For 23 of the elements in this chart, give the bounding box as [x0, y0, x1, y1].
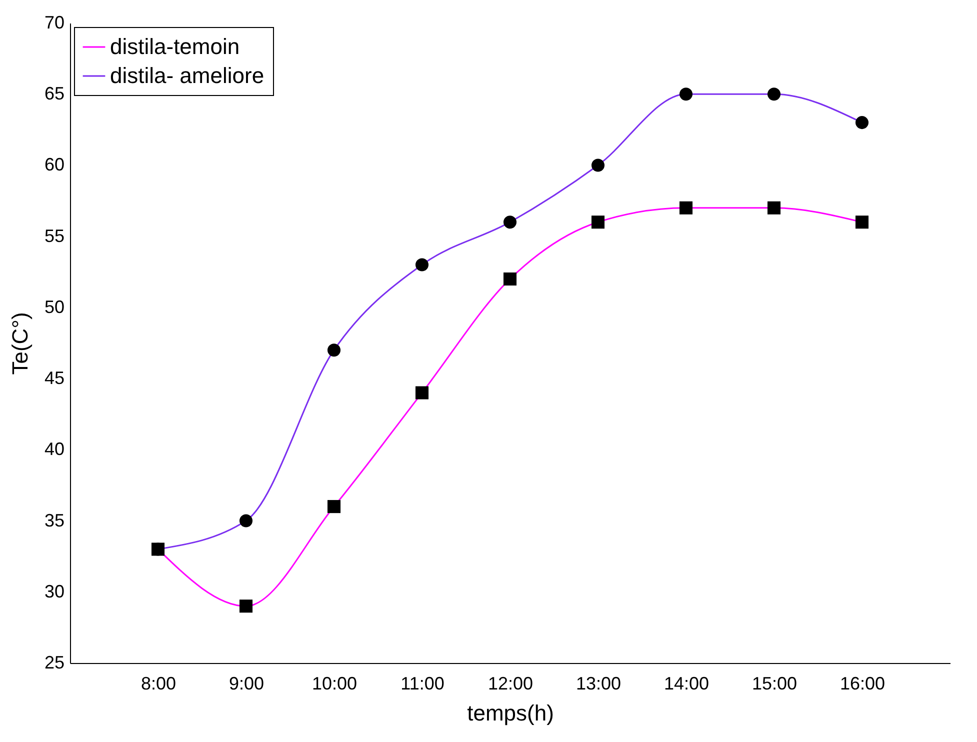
y-tick-label: 25 [44, 652, 64, 672]
legend-label: distila- ameliore [110, 63, 264, 88]
x-tick-label: 13:00 [576, 674, 622, 694]
x-tick-label: 11:00 [400, 674, 444, 694]
y-tick-label: 35 [44, 510, 64, 530]
y-tick-label: 65 [44, 84, 64, 104]
x-tick-label: 12:00 [488, 674, 534, 694]
x-tick-label: 10:00 [312, 674, 358, 694]
y-tick-label: 40 [44, 439, 64, 460]
y-tick-label: 70 [44, 12, 64, 32]
x-tick-label: 16:00 [840, 674, 886, 694]
legend-label: distila-temoin [110, 34, 240, 59]
y-tick-label: 55 [44, 226, 64, 246]
y-axis-title: Te(C°) [7, 312, 32, 375]
x-tick-label: 8:00 [140, 674, 176, 694]
y-tick-label: 45 [44, 368, 64, 388]
x-tick-label: 9:00 [228, 674, 264, 694]
y-tick-label: 30 [44, 581, 64, 602]
y-tick-label: 50 [44, 296, 64, 317]
x-tick-label: 14:00 [664, 674, 710, 694]
x-tick-label: 15:00 [752, 674, 798, 694]
x-axis-title: temps(h) [467, 700, 554, 726]
y-tick-label: 60 [44, 154, 64, 175]
